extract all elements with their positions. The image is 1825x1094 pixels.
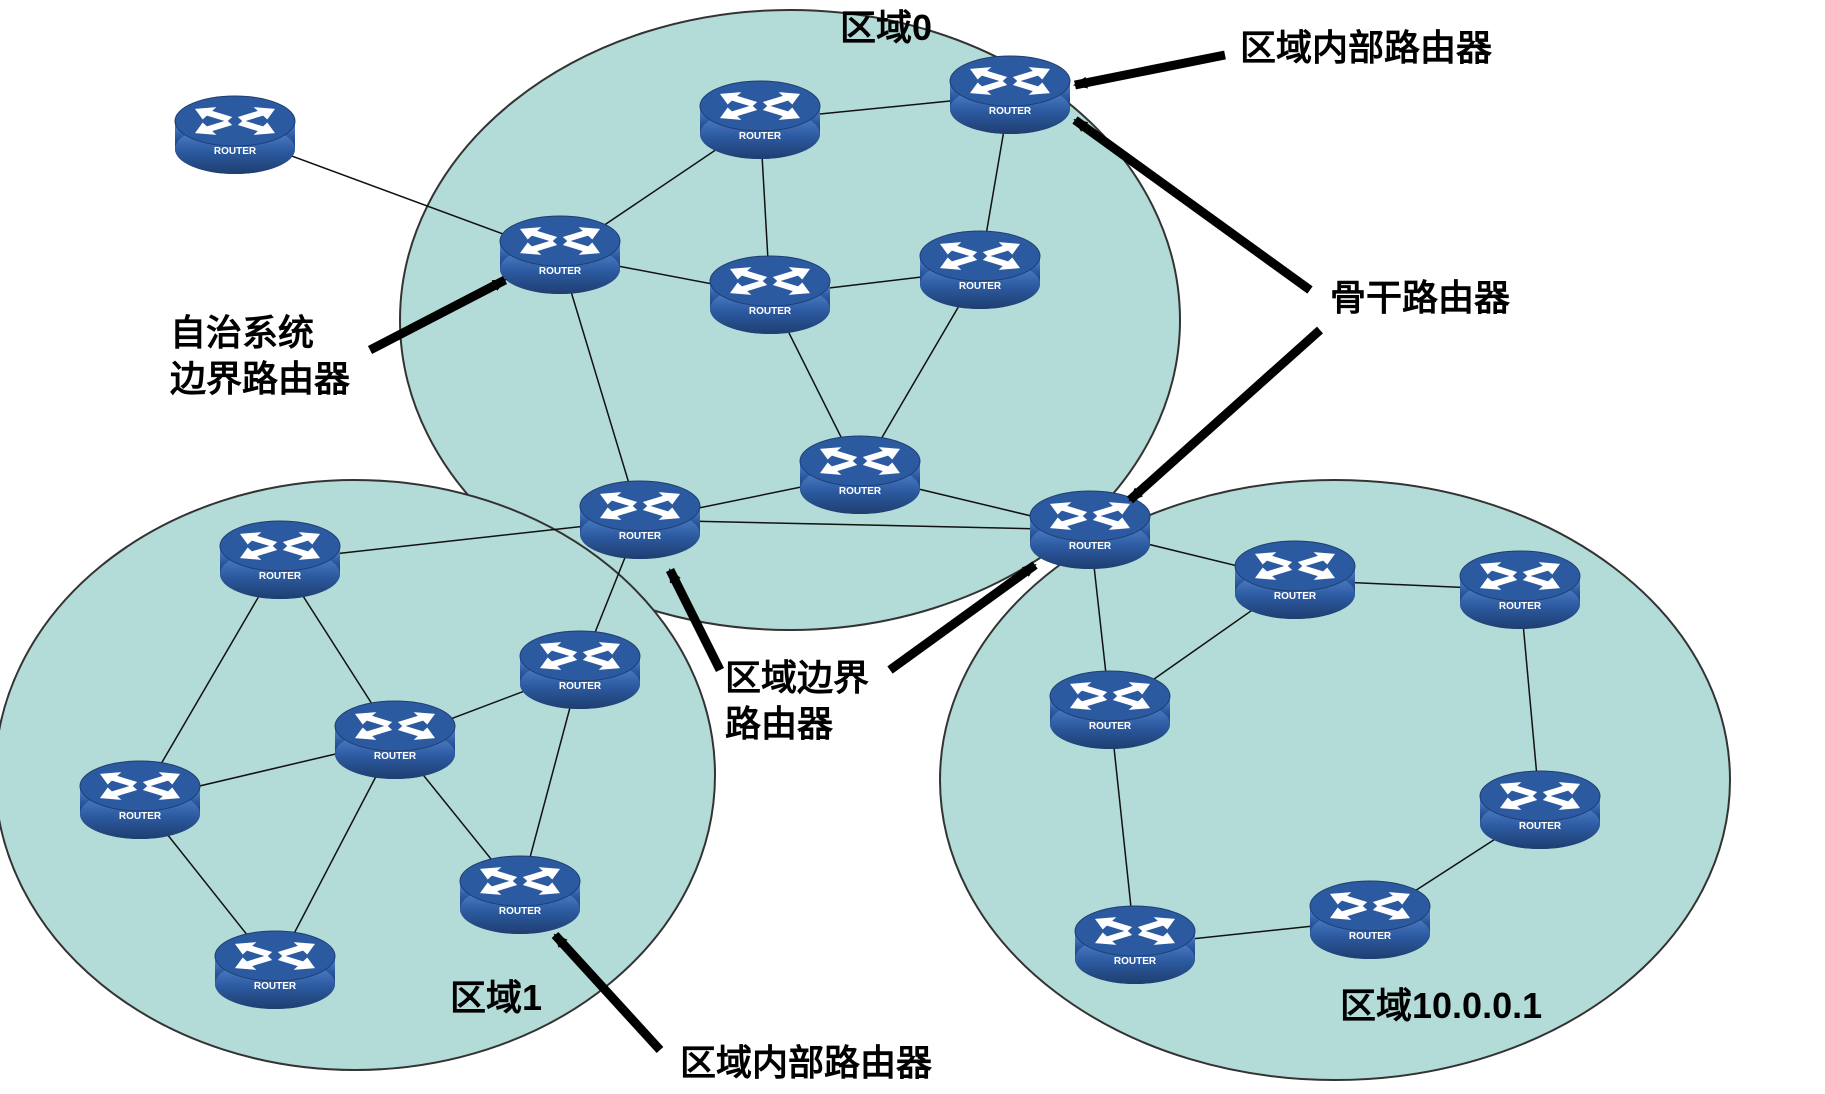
diagram-canvas: ROUTER ROUTER ROUTER ROUTER ROUTER ROUTER ROUT…: [0, 0, 1825, 1094]
router-node: ROUTER: [1310, 881, 1430, 959]
router-node: ROUTER: [220, 521, 340, 599]
router-node: ROUTER: [950, 56, 1070, 134]
router-node: ROUTER: [1480, 771, 1600, 849]
router-label: ROUTER: [1274, 591, 1317, 602]
router-label: ROUTER: [214, 146, 257, 157]
router-node: ROUTER: [1030, 491, 1150, 569]
router-label: ROUTER: [1519, 821, 1562, 832]
router-label: ROUTER: [619, 531, 662, 542]
router-node: ROUTER: [920, 231, 1040, 309]
router-label: ROUTER: [559, 681, 602, 692]
router-node: ROUTER: [1050, 671, 1170, 749]
router-node: ROUTER: [700, 81, 820, 159]
callout-text: 自治系统: [170, 312, 314, 353]
router-label: ROUTER: [1069, 541, 1112, 552]
router-label: ROUTER: [1114, 956, 1157, 967]
callout-text: 路由器: [725, 703, 834, 744]
callout-text: 区域内部路由器: [680, 1042, 933, 1083]
router-label: ROUTER: [739, 131, 782, 142]
area-label: 区域0: [840, 7, 932, 48]
area-label: 区域1: [450, 977, 542, 1018]
router-node: ROUTER: [460, 856, 580, 934]
router-label: ROUTER: [959, 281, 1002, 292]
callout-text: 边界路由器: [170, 358, 351, 399]
router-label: ROUTER: [1349, 931, 1392, 942]
router-label: ROUTER: [989, 106, 1032, 117]
callout-text: 区域内部路由器: [1240, 27, 1493, 68]
router-node: ROUTER: [800, 436, 920, 514]
router-label: ROUTER: [499, 906, 542, 917]
router-node: ROUTER: [1460, 551, 1580, 629]
router-node: ROUTER: [710, 256, 830, 334]
router-node: ROUTER: [500, 216, 620, 294]
router-label: ROUTER: [119, 811, 162, 822]
router-label: ROUTER: [254, 981, 297, 992]
router-node: ROUTER: [520, 631, 640, 709]
router-node: ROUTER: [335, 701, 455, 779]
router-node: ROUTER: [580, 481, 700, 559]
router-label: ROUTER: [1499, 601, 1542, 612]
router-node: ROUTER: [175, 96, 295, 174]
router-node: ROUTER: [215, 931, 335, 1009]
router-label: ROUTER: [539, 266, 582, 277]
router-node: ROUTER: [1075, 906, 1195, 984]
callout-arrow: [1075, 55, 1225, 85]
router-label: ROUTER: [749, 306, 792, 317]
router-label: ROUTER: [839, 486, 882, 497]
router-node: ROUTER: [1235, 541, 1355, 619]
callout-text: 骨干路由器: [1330, 277, 1511, 318]
callout-text: 区域边界: [725, 657, 869, 698]
router-label: ROUTER: [259, 571, 302, 582]
area-label: 区域10.0.0.1: [1340, 985, 1542, 1026]
router-label: ROUTER: [374, 751, 417, 762]
router-label: ROUTER: [1089, 721, 1132, 732]
router-node: ROUTER: [80, 761, 200, 839]
